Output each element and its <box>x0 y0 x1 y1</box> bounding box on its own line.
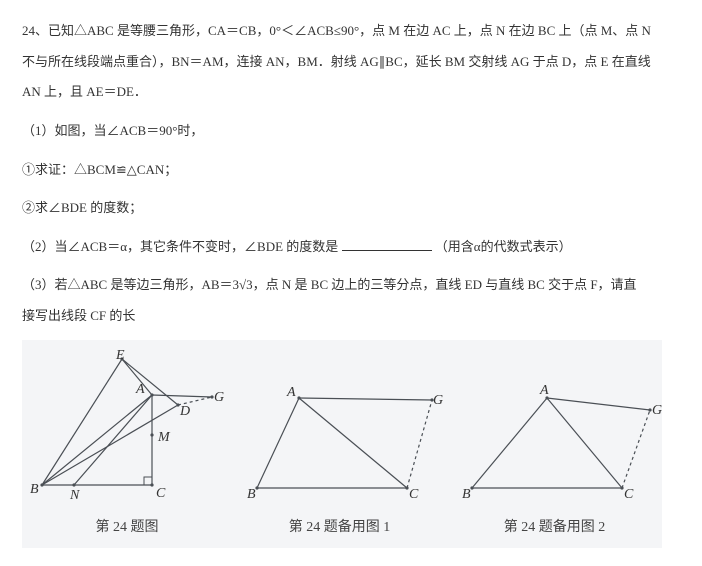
svg-text:A: A <box>539 383 549 398</box>
part1-sub1: ①求证：△BCM≌△CAN； <box>22 157 680 184</box>
svg-text:C: C <box>156 486 166 501</box>
part1-sub2: ②求∠BDE 的度数； <box>22 195 680 222</box>
caption-fig2: 第 24 题备用图 1 <box>232 514 447 543</box>
svg-text:B: B <box>30 482 39 497</box>
part3-line1: （3）若△ABC 是等边三角形，AB＝3√3，点 N 是 BC 边上的三等分点，… <box>22 272 680 299</box>
part2-prefix: （2）当∠ACB＝α，其它条件不变时，∠BDE 的度数是 <box>22 239 338 254</box>
svg-text:D: D <box>179 404 190 419</box>
caption-fig1: 第 24 题图 <box>22 514 232 543</box>
svg-text:C: C <box>624 487 634 502</box>
figure-captions: 第 24 题图 第 24 题备用图 1 第 24 题备用图 2 <box>22 510 662 549</box>
problem-intro-3: AN 上，且 AE＝DE． <box>22 79 680 106</box>
part2: （2）当∠ACB＝α，其它条件不变时，∠BDE 的度数是 （用含α的代数式表示） <box>22 234 680 261</box>
svg-text:B: B <box>247 487 256 502</box>
problem-intro-1: 24、已知△ABC 是等腰三角形，CA＝CB，0°＜∠ACB≤90°，点 M 在… <box>22 18 680 45</box>
part3-line2: 接写出线段 CF 的长 <box>22 303 680 330</box>
svg-text:M: M <box>157 430 171 445</box>
svg-text:G: G <box>433 393 443 408</box>
figures-svg: B N C A MD G E B C A G B C A G <box>22 340 662 510</box>
svg-text:A: A <box>135 382 145 397</box>
part1-head: （1）如图，当∠ACB＝90°时， <box>22 118 680 145</box>
problem-intro-2: 不与所在线段端点重合），BN＝AM，连接 AN，BM．射线 AG∥BC，延长 B… <box>22 49 680 76</box>
caption-fig3: 第 24 题备用图 2 <box>447 514 662 543</box>
svg-text:A: A <box>286 385 296 400</box>
svg-text:G: G <box>214 390 224 405</box>
figures-panel: B N C A MD G E B C A G B C A G 第 24 题图 第 24 题备用图 1 第 2… <box>22 340 680 549</box>
svg-text:G: G <box>652 403 662 418</box>
svg-text:E: E <box>115 348 125 363</box>
svg-text:C: C <box>409 487 419 502</box>
blank-fill <box>342 238 432 251</box>
svg-text:N: N <box>69 488 80 503</box>
svg-text:B: B <box>462 487 471 502</box>
part2-suffix: （用含α的代数式表示） <box>435 239 572 254</box>
